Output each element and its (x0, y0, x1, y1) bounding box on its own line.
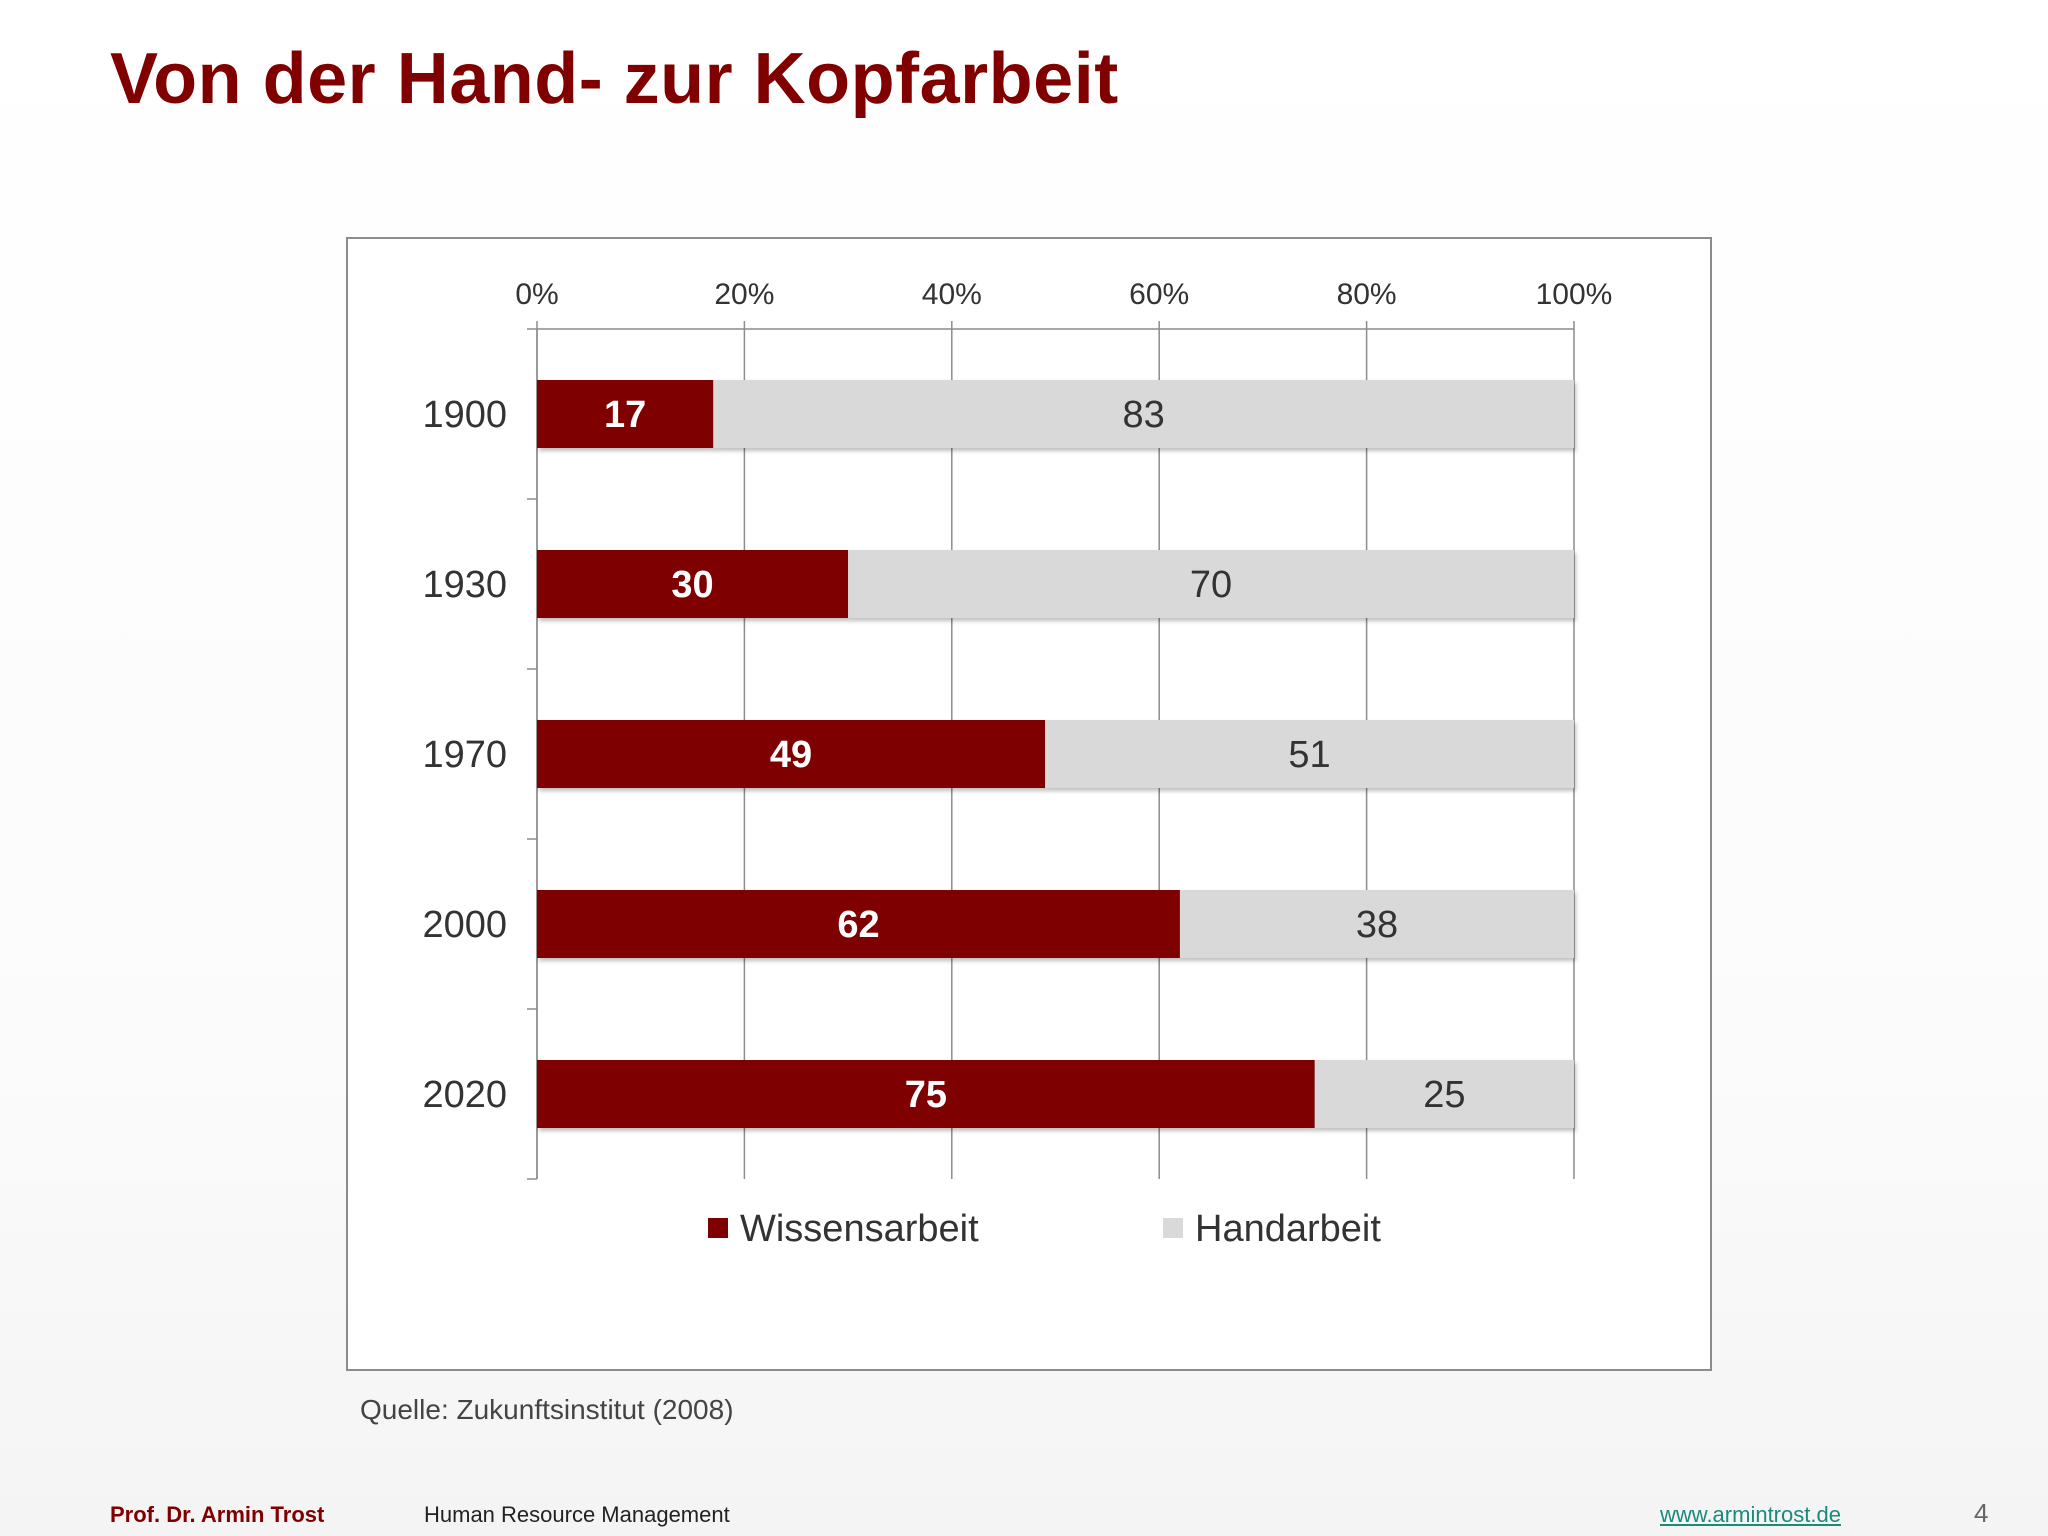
data-label: 17 (604, 394, 646, 436)
data-label: 30 (671, 564, 713, 606)
footer-website-link[interactable]: www.armintrost.de (1660, 1502, 1841, 1527)
bar-segment (713, 380, 1574, 448)
bar-segment (1045, 720, 1574, 788)
data-label: 51 (1288, 734, 1330, 776)
data-label: 70 (1190, 564, 1232, 606)
bar-segment (1179, 890, 1574, 958)
legend-label: Handarbeit (1195, 1208, 1381, 1250)
source-note: Quelle: Zukunftsinstitut (2008) (360, 1394, 734, 1425)
bar-segment (537, 550, 849, 618)
category-label: 2000 (422, 904, 507, 946)
data-label: 38 (1356, 904, 1398, 946)
x-tick-label: 0% (515, 278, 558, 311)
slide-title: Von der Hand- zur Kopfarbeit (110, 39, 1119, 119)
x-tick-label: 40% (922, 278, 982, 311)
legend-label: Wissensarbeit (740, 1208, 979, 1250)
x-tick-label: 100% (1536, 278, 1613, 311)
category-label: 1970 (422, 734, 507, 776)
data-label: 49 (770, 734, 812, 776)
bar-segment (1314, 1060, 1574, 1128)
footer-course: Human Resource Management (424, 1502, 730, 1527)
data-label: 25 (1423, 1074, 1465, 1116)
x-tick-label: 20% (714, 278, 774, 311)
bar-segment (537, 890, 1180, 958)
x-tick-label: 80% (1337, 278, 1397, 311)
x-tick-label: 60% (1129, 278, 1189, 311)
data-label: 62 (837, 904, 879, 946)
data-label: 75 (905, 1074, 947, 1116)
category-label: 1900 (422, 394, 507, 436)
chart-frame: 0% 20% 40% 60% 80% 100% 1900 17 83 1930 30 70 1970 49… (346, 237, 1712, 1371)
category-label: 1930 (422, 564, 507, 606)
bar-segment (537, 720, 1046, 788)
legend-swatch (1163, 1218, 1183, 1238)
footer-author: Prof. Dr. Armin Trost (110, 1502, 325, 1527)
bar-segment (848, 550, 1574, 618)
bar-segment (537, 1060, 1315, 1128)
stacked-bar-chart: 0% 20% 40% 60% 80% 100% 1900 17 83 1930 30 70 1970 49… (422, 278, 1613, 1250)
legend-swatch (708, 1218, 728, 1238)
category-label: 2020 (422, 1074, 507, 1116)
data-label: 83 (1123, 394, 1165, 436)
bar-segment (537, 380, 714, 448)
page-number: 4 (1974, 1498, 1989, 1528)
